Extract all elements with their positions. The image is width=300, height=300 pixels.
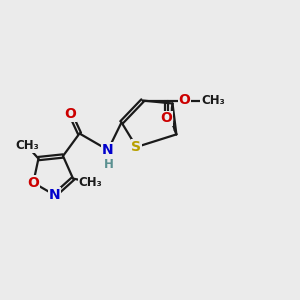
Text: CH₃: CH₃ <box>78 176 102 189</box>
Text: O: O <box>27 176 39 190</box>
Text: CH₃: CH₃ <box>15 139 39 152</box>
Text: N: N <box>102 143 114 157</box>
Text: S: S <box>131 140 142 154</box>
Text: O: O <box>64 107 76 121</box>
Text: H: H <box>104 158 113 171</box>
Text: O: O <box>160 112 172 125</box>
Text: N: N <box>49 188 61 202</box>
Text: CH₃: CH₃ <box>201 94 225 107</box>
Text: O: O <box>178 94 190 107</box>
